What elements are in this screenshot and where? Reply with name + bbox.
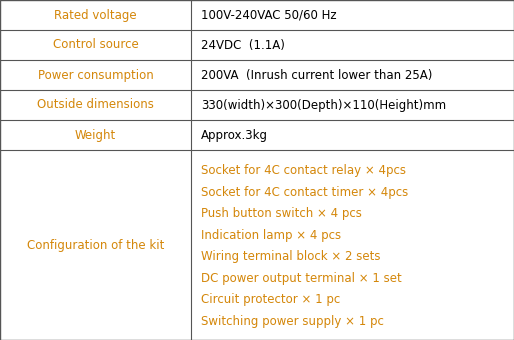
- Text: Control source: Control source: [53, 38, 138, 51]
- Text: Configuration of the kit: Configuration of the kit: [27, 238, 164, 252]
- Text: Circuit protector × 1 pc: Circuit protector × 1 pc: [201, 293, 340, 306]
- Text: 330(width)×300(Depth)×110(Height)mm: 330(width)×300(Depth)×110(Height)mm: [201, 99, 446, 112]
- Text: 24VDC  (1.1A): 24VDC (1.1A): [201, 38, 285, 51]
- Text: Wiring terminal block × 2 sets: Wiring terminal block × 2 sets: [201, 250, 381, 263]
- Text: Indication lamp × 4 pcs: Indication lamp × 4 pcs: [201, 229, 341, 242]
- Text: DC power output terminal × 1 set: DC power output terminal × 1 set: [201, 272, 402, 285]
- Text: 100V-240VAC 50/60 Hz: 100V-240VAC 50/60 Hz: [201, 8, 337, 21]
- Text: Socket for 4C contact relay × 4pcs: Socket for 4C contact relay × 4pcs: [201, 164, 406, 177]
- Text: Weight: Weight: [75, 129, 116, 141]
- Text: Power consumption: Power consumption: [38, 68, 154, 82]
- Text: Outside dimensions: Outside dimensions: [37, 99, 154, 112]
- Text: Rated voltage: Rated voltage: [54, 8, 137, 21]
- Text: Socket for 4C contact timer × 4pcs: Socket for 4C contact timer × 4pcs: [201, 186, 409, 199]
- Text: 200VA  (Inrush current lower than 25A): 200VA (Inrush current lower than 25A): [201, 68, 433, 82]
- Text: Push button switch × 4 pcs: Push button switch × 4 pcs: [201, 207, 362, 220]
- Text: Switching power supply × 1 pc: Switching power supply × 1 pc: [201, 315, 384, 328]
- Text: Approx.3kg: Approx.3kg: [201, 129, 268, 141]
